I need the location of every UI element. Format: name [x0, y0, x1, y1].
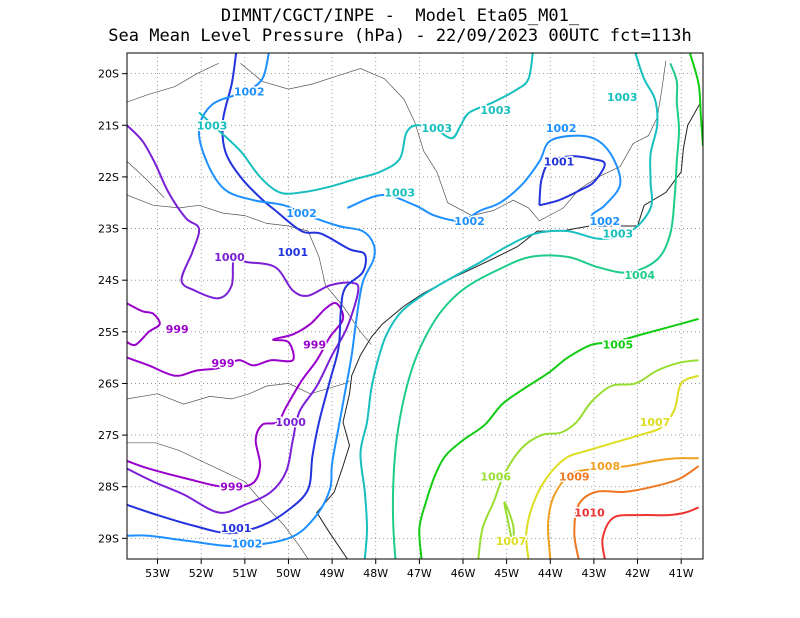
- contour-label: 1006: [480, 470, 511, 483]
- contour-label: 1003: [607, 91, 638, 104]
- contour-label: 1008: [590, 460, 621, 473]
- contour-label: 1010: [574, 507, 605, 520]
- contour-label: 1003: [422, 122, 453, 135]
- contour-label: 1009: [559, 470, 590, 483]
- state-border: [127, 442, 309, 559]
- contour-label: 1007: [640, 416, 671, 429]
- y-tick-label: 20S: [98, 68, 119, 81]
- y-tick-label: 26S: [98, 377, 119, 390]
- contour-line-1001: [127, 53, 367, 535]
- x-tick-label: 41W: [669, 567, 694, 580]
- state-border: [127, 161, 165, 198]
- plot-frame: [126, 52, 704, 560]
- y-axis-ticks: 20S 21S 22S 23S 24S 25S 26S 27S 28S 29S: [98, 68, 127, 545]
- x-tick-label: 52W: [189, 567, 214, 580]
- contour-label: 1001: [221, 522, 252, 535]
- y-tick-label: 22S: [98, 171, 119, 184]
- x-tick-label: 53W: [145, 567, 170, 580]
- contour-label: 1002: [232, 538, 263, 551]
- contour-label: 1002: [590, 215, 621, 228]
- y-tick-label: 27S: [98, 429, 119, 442]
- contour-label: 999: [166, 323, 189, 336]
- contour-label: 1001: [544, 155, 575, 168]
- contour-label: 1002: [546, 122, 577, 135]
- x-tick-label: 47W: [407, 567, 432, 580]
- y-tick-label: 24S: [98, 274, 119, 287]
- contour-label: 1004: [624, 269, 655, 282]
- chart-title-line1: DIMNT/CGCT/INPE - Model Eta05_M01_: [220, 6, 580, 26]
- contour-line-1004: [391, 62, 680, 559]
- x-tick-label: 48W: [363, 567, 388, 580]
- contour-line-999: [127, 302, 161, 347]
- contour-line-1006: [477, 359, 699, 559]
- y-tick-label: 21S: [98, 119, 119, 132]
- contour-line-1003: [359, 53, 659, 559]
- contour-label: 1000: [275, 416, 306, 429]
- x-tick-label: 50W: [276, 567, 301, 580]
- contour-label: 1003: [480, 104, 511, 117]
- y-tick-label: 28S: [98, 481, 119, 494]
- contour-label: 1003: [603, 228, 634, 241]
- state-border: [127, 62, 219, 103]
- contour-label: 1000: [214, 251, 245, 264]
- state-border: [127, 380, 350, 405]
- contour-label: 1001: [278, 246, 309, 259]
- contour-line-1009: [573, 465, 700, 559]
- contour-lines: [127, 53, 703, 559]
- coastline: [316, 101, 702, 559]
- contour-label: 1002: [234, 86, 265, 99]
- x-tick-label: 51W: [232, 567, 257, 580]
- y-tick-label: 29S: [98, 532, 119, 545]
- contour-line-1000: [127, 124, 360, 514]
- contour-line-1002: [127, 53, 376, 548]
- contour-line-1010: [601, 506, 699, 559]
- contour-label: 1003: [197, 119, 228, 132]
- contour-line-999: [127, 301, 345, 489]
- state-border: [127, 194, 372, 345]
- x-tick-label: 44W: [538, 567, 563, 580]
- x-tick-label: 43W: [581, 567, 606, 580]
- contour-label: 999: [220, 481, 243, 494]
- contour-label: 999: [303, 339, 326, 352]
- contour-line-1001: [538, 155, 606, 207]
- contour-line-1005: [418, 317, 699, 559]
- x-tick-label: 45W: [494, 567, 519, 580]
- contour-line-1007: [525, 374, 700, 559]
- chart-title-line2: Sea Mean Level Pressure (hPa) - 22/09/20…: [108, 26, 692, 46]
- state-border: [240, 60, 667, 222]
- y-tick-label: 23S: [98, 223, 119, 236]
- contour-label: 1005: [603, 339, 634, 352]
- contour-line-1008: [546, 457, 699, 559]
- contour-line-1002: [347, 134, 622, 227]
- contour-label: 1007: [496, 535, 527, 548]
- contour-label: 999: [212, 357, 235, 370]
- x-axis-ticks: 53W 52W 51W 50W 49W 48W 47W 46W 45W 44W 43W 42W 41W: [145, 559, 694, 580]
- contour-label: 1003: [384, 186, 415, 199]
- x-tick-label: 49W: [320, 567, 345, 580]
- contour-line-1005: [688, 53, 703, 146]
- x-tick-label: 42W: [625, 567, 650, 580]
- contour-label: 1002: [286, 207, 317, 220]
- contour-line-1003: [198, 53, 534, 195]
- x-tick-label: 46W: [451, 567, 476, 580]
- y-tick-label: 25S: [98, 326, 119, 339]
- contour-line-1006: [503, 501, 515, 547]
- contour-label: 1002: [454, 215, 485, 228]
